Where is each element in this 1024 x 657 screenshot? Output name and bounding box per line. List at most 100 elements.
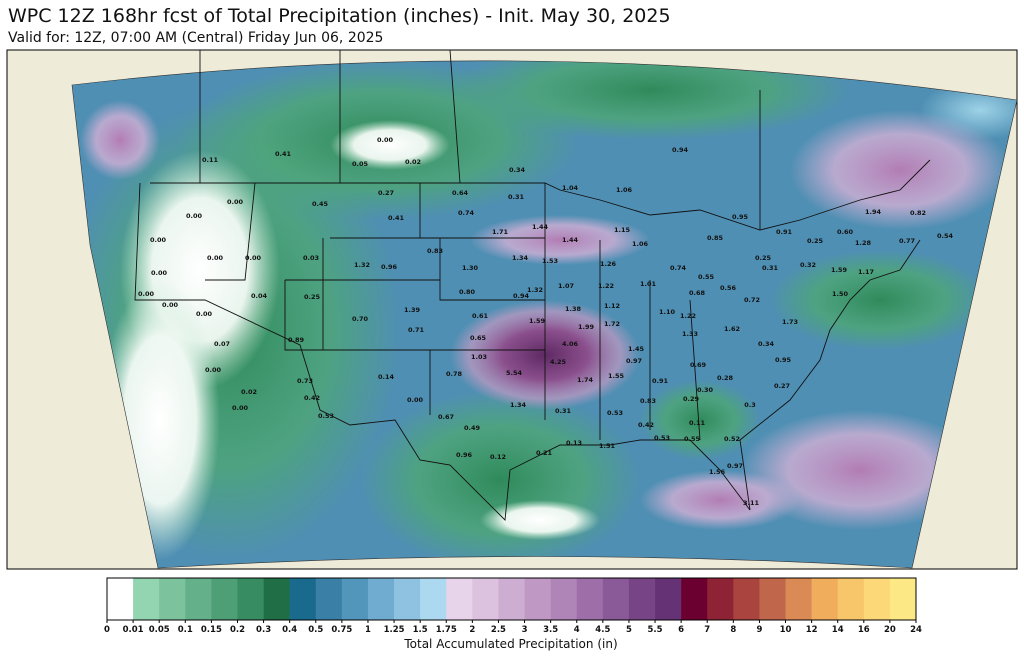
value-label: 1.33: [682, 330, 698, 338]
value-label: 1.01: [640, 280, 657, 288]
value-label: 0.65: [470, 334, 487, 342]
colorbar-bin: [681, 578, 708, 620]
value-label: 0.74: [458, 209, 475, 217]
value-label: 0.78: [446, 370, 463, 378]
value-label: 1.32: [354, 261, 370, 269]
value-label: 0.91: [652, 377, 669, 385]
value-label: 1.26: [600, 260, 617, 268]
value-label: 0.83: [640, 397, 656, 405]
colorbar-tick-label: 0.05: [149, 625, 170, 635]
value-label: 1.15: [614, 226, 631, 234]
value-label: 0.85: [707, 234, 724, 242]
value-label: 0.49: [464, 424, 481, 432]
value-label: 0.05: [352, 160, 369, 168]
colorbar-tick-label: 3: [522, 625, 528, 635]
value-label: 1.22: [680, 312, 696, 320]
colorbar-bin: [628, 578, 656, 620]
value-label: 0.31: [555, 407, 572, 415]
value-label: 0.83: [427, 247, 443, 255]
colorbar-bin: [159, 578, 186, 620]
colorbar-bin: [576, 578, 604, 620]
value-label: 0.53: [607, 409, 623, 417]
value-label: 0.97: [727, 462, 743, 470]
value-label: 1.44: [532, 223, 549, 231]
value-label: 1.56: [709, 468, 726, 476]
value-label: 0.25: [755, 254, 772, 262]
colorbar-tick-label: 0.75: [331, 625, 352, 635]
value-label: 0.00: [377, 136, 394, 144]
colorbar-tick-label: 24: [910, 625, 922, 635]
value-label: 0.53: [318, 412, 334, 420]
colorbar-bin: [133, 578, 160, 620]
value-label: 0.55: [684, 435, 701, 443]
colorbar-tick-label: 4.5: [595, 625, 610, 635]
colorbar-tick-label: 0.5: [308, 625, 323, 635]
colorbar-tick-label: 4: [574, 625, 580, 635]
value-label: 1.04: [562, 184, 579, 192]
value-label: 0.80: [459, 288, 476, 296]
value-label: 0.21: [536, 449, 553, 457]
value-label: 0.00: [196, 310, 213, 318]
value-label: 0.77: [899, 237, 915, 245]
value-label: 0.95: [775, 356, 792, 364]
value-label: 5.54: [506, 369, 523, 377]
value-label: 0.73: [297, 377, 313, 385]
value-label: 0.28: [717, 374, 734, 382]
value-label: 0.00: [407, 396, 424, 404]
value-label: 0.00: [162, 301, 179, 309]
value-label: 0.00: [151, 269, 168, 277]
colorbar-tick-label: 10: [780, 625, 792, 635]
value-label: 1.03: [471, 353, 487, 361]
colorbar-bin: [655, 578, 682, 620]
value-label: 0.00: [186, 212, 203, 220]
colorbar-tick-label: 12: [806, 625, 818, 635]
value-label: 0.55: [698, 273, 715, 281]
value-label: 1.34: [510, 401, 527, 409]
value-label: 0.13: [566, 439, 582, 447]
value-label: 4.06: [562, 340, 579, 348]
value-label: 0.00: [205, 366, 222, 374]
colorbar-bin: [602, 578, 630, 620]
colorbar-tick-label: 1.75: [436, 625, 457, 635]
colorbar-tick-label: 8: [730, 625, 736, 635]
value-label: 0.27: [378, 189, 394, 197]
colorbar-bin: [550, 578, 578, 620]
colorbar-tick-label: 9: [756, 625, 762, 635]
value-label: 0.69: [690, 361, 707, 369]
value-label: 0.25: [807, 237, 824, 245]
value-label: 0.53: [654, 434, 670, 442]
colorbar-bin: [811, 578, 839, 620]
value-label: 0.42: [304, 394, 320, 402]
value-label: 0.03: [303, 254, 319, 262]
value-label: 3.11: [743, 499, 760, 507]
value-label: 0.97: [626, 357, 642, 365]
value-label: 0.61: [472, 312, 489, 320]
colorbar-label: Total Accumulated Precipitation (in): [403, 637, 617, 651]
precip-field: [72, 60, 1017, 569]
value-label: 1.34: [512, 254, 529, 262]
value-label: 0.34: [509, 166, 526, 174]
colorbar-bin: [472, 578, 499, 620]
value-label: 1.10: [659, 308, 676, 316]
value-label: 1.22: [598, 282, 614, 290]
colorbar-tick-label: 1: [365, 625, 371, 635]
colorbar-bin: [759, 578, 786, 620]
colorbar-bin: [237, 578, 264, 620]
colorbar: 0 0.01 0.05 0.1 0.15 0.2 0.3 0.4 0.5 0.75 1 1.25 1.5…: [104, 577, 922, 635]
value-label: 0.11: [689, 419, 706, 427]
subtitle: Valid for: 12Z, 07:00 AM (Central) Frida…: [8, 30, 383, 46]
value-label: 0.00: [138, 290, 155, 298]
value-label: 0.94: [672, 146, 689, 154]
colorbar-tick-label: 7: [704, 625, 710, 635]
colorbar-bin: [785, 578, 812, 620]
value-label: 0.94: [513, 292, 530, 300]
colorbar-bin: [211, 578, 238, 620]
colorbar-bin: [394, 578, 421, 620]
value-label: 1.06: [616, 186, 633, 194]
value-label: 0.74: [670, 264, 687, 272]
colorbar-tick-label: 2: [469, 625, 475, 635]
value-label: 1.44: [562, 236, 579, 244]
colorbar-tick-label: 0.4: [282, 625, 297, 635]
value-label: 0.96: [456, 451, 473, 459]
colorbar-bin: [446, 578, 473, 620]
